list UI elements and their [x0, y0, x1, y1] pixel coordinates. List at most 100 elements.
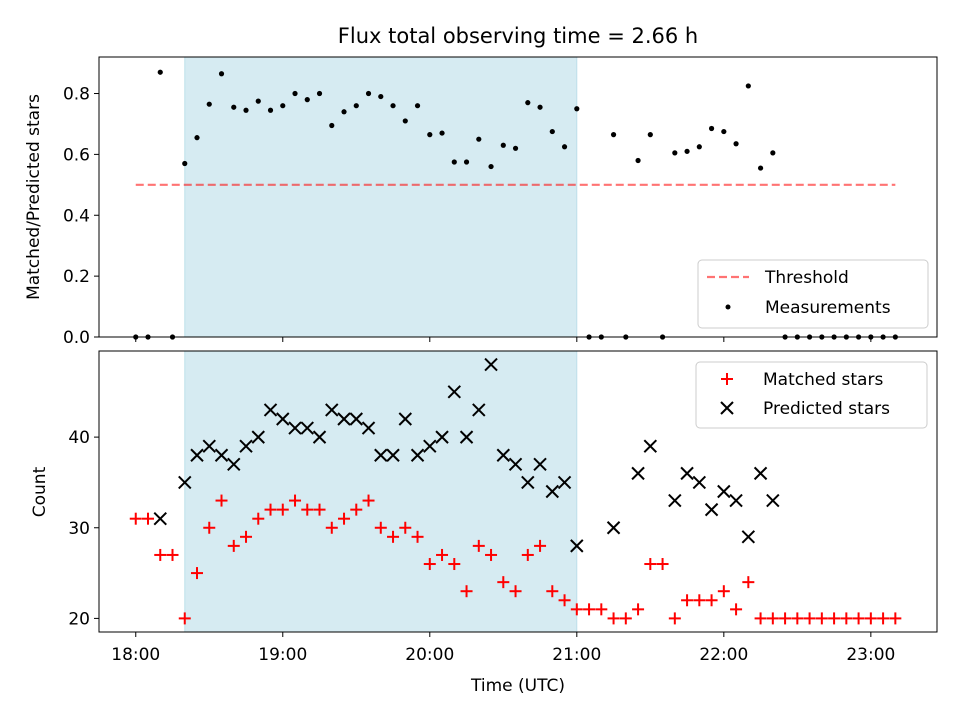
matched-point	[570, 603, 583, 616]
matched-point	[399, 521, 412, 534]
matched-point	[203, 521, 216, 534]
top-y-tick-label: 0.8	[63, 85, 90, 105]
matched-point	[142, 512, 155, 525]
predicted-point	[680, 466, 694, 481]
predicted-point	[325, 403, 339, 417]
measurement-point	[341, 109, 347, 115]
matched-point	[791, 612, 804, 625]
predicted-point	[398, 412, 412, 426]
matched-point	[240, 530, 253, 543]
predicted-point	[484, 357, 498, 372]
bottom-legend: Matched stars Predicted stars	[695, 361, 928, 429]
measurement-point	[329, 122, 335, 129]
bottom-axes-frame	[98, 350, 938, 633]
measurement-point	[500, 142, 506, 148]
predicted-point	[227, 457, 241, 472]
matched-point	[289, 494, 302, 507]
matched-point	[252, 512, 265, 525]
matched-point	[803, 612, 816, 625]
matched-point	[558, 594, 571, 607]
predicted-point	[153, 511, 167, 526]
predicted-point	[692, 475, 707, 490]
matched-point	[374, 521, 387, 534]
matched-point	[754, 612, 767, 625]
matched-point	[656, 558, 669, 571]
legend-measurements-swatch	[725, 304, 731, 310]
matched-point	[779, 612, 792, 625]
matched-point	[191, 567, 204, 580]
matched-point	[717, 585, 730, 598]
bottom-y-tick-label: 20	[68, 609, 90, 629]
x-tick-label: 22:00	[699, 645, 748, 665]
predicted-point	[178, 475, 192, 490]
measurement-point	[537, 104, 543, 110]
x-tick-label: 19:00	[258, 645, 307, 665]
measurement-point	[451, 159, 457, 165]
measurement-point	[757, 165, 764, 171]
measurement-point	[721, 128, 727, 135]
measurement-point	[672, 150, 678, 156]
measurement-point	[684, 148, 690, 154]
x-axis-label: Time (UTC)	[470, 676, 565, 696]
measurement-point	[696, 144, 702, 150]
measurement-point	[439, 130, 445, 136]
bottom-legend-box	[695, 361, 928, 429]
predicted-point	[631, 466, 645, 481]
predicted-point	[717, 484, 731, 499]
chart-title: Flux total observing time = 2.66 h	[338, 24, 698, 48]
top-axes-frame	[98, 56, 938, 338]
predicted-point	[447, 385, 461, 399]
matched-point	[313, 503, 326, 516]
predicted-point	[300, 421, 314, 435]
measurement-point	[610, 132, 617, 138]
measurement-point	[463, 159, 470, 165]
matched-point	[215, 494, 228, 507]
predicted-point	[606, 521, 621, 535]
predicted-point	[251, 430, 265, 444]
predicted-point	[496, 448, 511, 462]
predicted-point	[190, 448, 204, 462]
measurement-point	[353, 103, 359, 109]
matched-point	[840, 612, 853, 625]
measurement-point	[304, 97, 310, 103]
matched-point	[877, 612, 890, 625]
matched-point	[338, 512, 351, 525]
matched-point	[472, 539, 485, 552]
matched-point	[276, 503, 289, 516]
measurement-point	[182, 160, 188, 167]
matched-point	[178, 612, 191, 625]
predicted-point	[753, 466, 768, 481]
matched-point	[730, 603, 743, 616]
matched-point	[595, 603, 608, 616]
matched-point	[521, 548, 534, 561]
predicted-point	[276, 412, 290, 426]
predicted-point	[410, 448, 425, 462]
top-y-axis: 0.0 0.2 0.4 0.6 0.8	[63, 85, 99, 348]
matched-point	[154, 548, 167, 561]
predicted-point	[423, 439, 437, 453]
matched-point	[301, 503, 314, 516]
measurement-point	[488, 163, 494, 170]
measurement-point	[390, 103, 396, 109]
matched-point	[828, 612, 841, 625]
top-y-tick-label: 0.4	[63, 206, 90, 226]
x-tick-label: 21:00	[552, 645, 601, 665]
predicted-point	[435, 430, 449, 444]
matched-point	[264, 503, 277, 516]
measurement-point	[231, 104, 237, 110]
matched-point	[485, 548, 498, 561]
matched-point	[546, 585, 559, 598]
predicted-point	[263, 403, 278, 417]
matched-point	[411, 530, 424, 543]
bottom-y-tick-label: 40	[68, 428, 90, 448]
bottom-plot-area	[129, 350, 902, 633]
matched-point	[889, 612, 902, 625]
predicted-point	[312, 430, 327, 444]
matched-point	[129, 512, 142, 525]
matched-point	[619, 612, 632, 625]
top-legend-box	[697, 259, 929, 329]
matched-point	[766, 612, 779, 625]
matched-point	[668, 612, 681, 625]
predicted-point	[349, 412, 363, 426]
predicted-point	[704, 502, 719, 517]
